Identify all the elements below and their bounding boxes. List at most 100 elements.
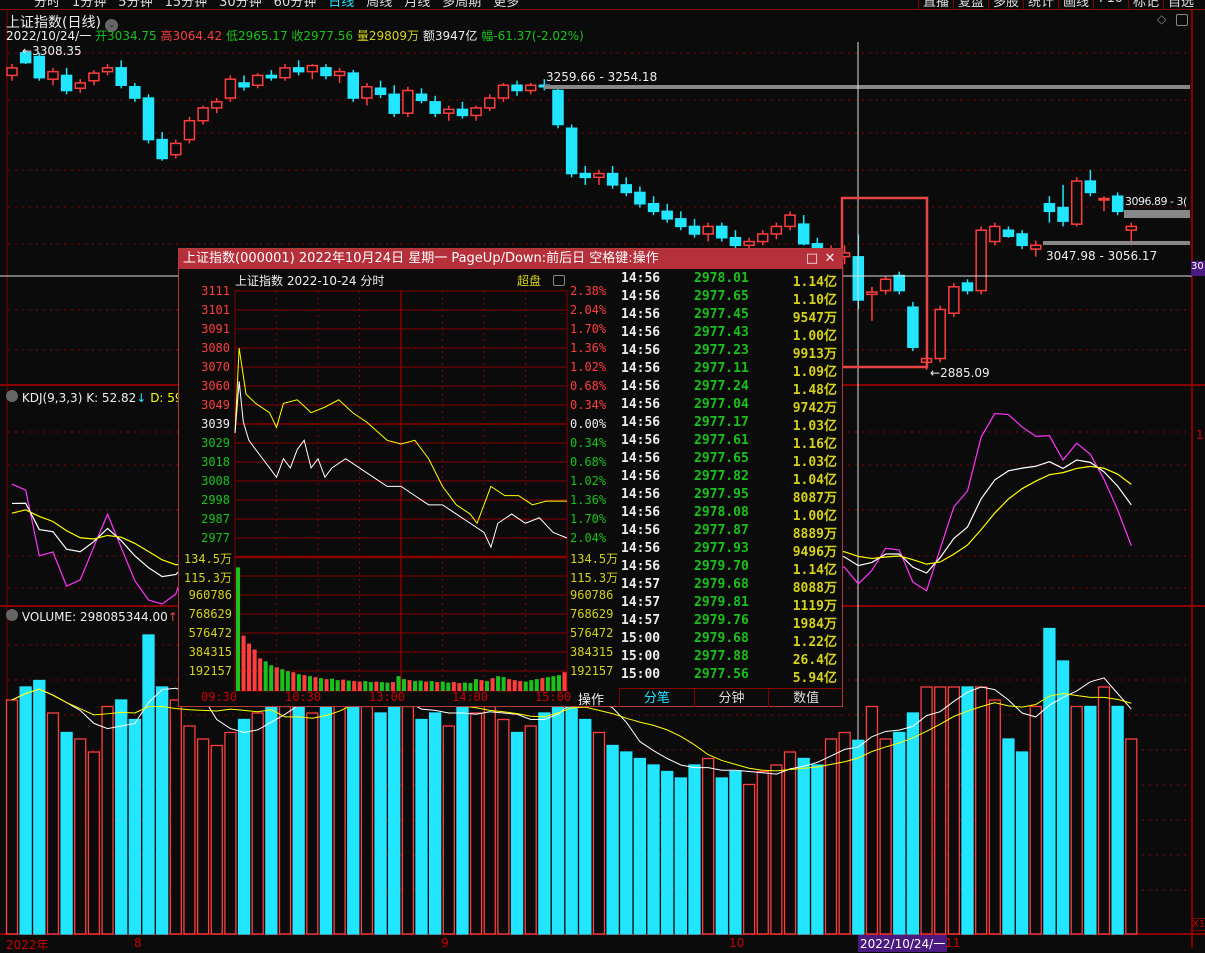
period-toolbar: 分时 1分钟 5分钟 15分钟 30分钟 60分钟 日线 周线 月线 多周期 更多 — [34, 0, 531, 10]
price-axis-label: 3039 — [201, 417, 230, 431]
kdj-header: KDJ(9,3,3) K: 52.82↓ D: 59. — [6, 390, 186, 405]
candle-body — [456, 108, 469, 117]
tick-amount: 1984万 — [792, 617, 837, 632]
dropdown-icon[interactable] — [6, 390, 18, 402]
tick-amount: 9547万 — [792, 311, 837, 326]
intraday-volume-bar — [468, 683, 473, 691]
tool-toolbar: 直播复盘多股统计画线F10标记自选 — [918, 0, 1204, 10]
volume-bar — [33, 679, 46, 935]
toolbar-button[interactable]: 统计 — [1023, 0, 1058, 10]
candle — [129, 82, 141, 102]
tick-time: 14:56 — [621, 433, 661, 448]
candle — [797, 215, 810, 246]
candle-body — [333, 70, 346, 77]
intraday-popup[interactable]: 上证指数(000001) 2022年10月24日 星期一 PageUp/Down… — [178, 248, 843, 708]
chart-title: 上证指数(日线) ⌄ — [6, 12, 119, 32]
candle — [620, 177, 632, 197]
cursor-date-label: 2022/10/24/一 — [858, 935, 948, 952]
candle-body — [470, 107, 482, 117]
volume-bar — [1015, 751, 1029, 935]
period-tab[interactable]: 60分钟 — [273, 0, 317, 10]
panel-toggle-icon[interactable] — [553, 275, 565, 286]
panel-toggle-icon[interactable] — [1176, 14, 1188, 26]
candle-body — [716, 225, 728, 239]
intraday-price-line — [234, 381, 568, 549]
diamond-icon[interactable]: ◇ — [1157, 12, 1167, 26]
price-axis-label: 3029 — [201, 436, 230, 450]
tick-row: 14:56 2977.82 1.04亿 — [619, 469, 841, 488]
period-tab[interactable]: 更多 — [493, 0, 520, 10]
candle-body — [415, 93, 428, 102]
volume-axis-label: 384315 — [570, 645, 614, 659]
volume-bar — [1043, 627, 1056, 935]
period-tab[interactable]: 周线 — [366, 0, 393, 10]
period-tab[interactable]: 30分钟 — [219, 0, 262, 10]
period-tab[interactable]: 5分钟 — [118, 0, 153, 10]
volume-bar — [729, 770, 742, 935]
super-button[interactable]: 超盘 — [517, 274, 542, 288]
candle — [484, 94, 496, 111]
toolbar-button[interactable]: F10 — [1093, 0, 1128, 9]
candle — [88, 70, 100, 86]
toolbar-button[interactable]: 复盘 — [953, 0, 988, 10]
volume-bar — [333, 692, 346, 935]
candle — [552, 85, 564, 129]
volume-bar — [879, 738, 892, 935]
candle — [333, 67, 346, 83]
toolbar-button[interactable]: 直播 — [918, 0, 953, 10]
candle — [402, 86, 414, 117]
tick-amount: 5.94亿 — [792, 671, 837, 686]
volume-bar — [19, 686, 32, 935]
candle — [101, 64, 114, 76]
candle-body — [497, 84, 510, 99]
dropdown-icon[interactable]: ⌄ — [105, 19, 119, 32]
candle-body — [484, 97, 496, 109]
candle-body — [1002, 229, 1015, 237]
volume-bar — [1097, 686, 1111, 935]
candle — [115, 60, 127, 89]
toolbar-button[interactable]: 标记 — [1128, 0, 1163, 10]
intraday-volume-bar — [285, 671, 290, 691]
intraday-volume-bar — [241, 635, 246, 691]
volume-axis-label: 134.5万 — [183, 552, 232, 566]
tick-row: 14:56 2977.11 1.09亿 — [619, 361, 841, 380]
tick-price: 2977.23 — [694, 343, 749, 358]
period-tab[interactable]: 月线 — [404, 0, 431, 10]
candle-body — [606, 172, 619, 186]
volume-bar — [702, 757, 715, 935]
candle-body — [6, 67, 18, 77]
toolbar-button[interactable]: 画线 — [1058, 0, 1093, 10]
candle — [893, 271, 905, 295]
tick-amount: 1.03亿 — [792, 455, 837, 470]
gap-label: 3047.98 - 3056.17 — [1046, 249, 1158, 263]
period-tab[interactable]: 15分钟 — [164, 0, 208, 10]
candle-body — [1084, 180, 1097, 194]
dropdown-icon[interactable] — [6, 609, 18, 621]
candle-body — [320, 67, 332, 77]
tick-amount: 1.04亿 — [792, 473, 837, 488]
candle — [1043, 196, 1056, 223]
tab-values[interactable]: 数值 — [768, 689, 843, 707]
candle-body — [60, 74, 73, 92]
candle-body — [347, 72, 359, 99]
toolbar-button[interactable]: 多股 — [988, 0, 1023, 10]
close-icon[interactable]: ✕ — [824, 251, 836, 266]
period-tab[interactable]: 多周期 — [442, 0, 482, 10]
tab-minutes[interactable]: 分钟 — [693, 689, 769, 707]
intraday-chart[interactable] — [179, 249, 619, 708]
maximize-icon[interactable]: □ — [805, 251, 819, 266]
intraday-volume-bar — [296, 674, 301, 691]
volume-bar — [579, 718, 592, 935]
period-tab[interactable]: 分时 — [34, 0, 61, 10]
period-tab[interactable]: 1分钟 — [72, 0, 107, 10]
toolbar-button[interactable]: 自选 — [1163, 0, 1198, 10]
tab-ticks[interactable]: 分笔 — [619, 689, 694, 707]
volume-bar — [46, 712, 60, 935]
period-tab[interactable]: 日线 — [328, 0, 355, 10]
popup-titlebar[interactable]: 上证指数(000001) 2022年10月24日 星期一 PageUp/Down… — [179, 249, 842, 269]
operate-button[interactable]: 操作 — [578, 693, 605, 708]
candle-body — [907, 306, 919, 348]
tick-time: 14:56 — [621, 505, 661, 520]
tick-row: 14:57 2979.68 8088万 — [619, 577, 841, 596]
